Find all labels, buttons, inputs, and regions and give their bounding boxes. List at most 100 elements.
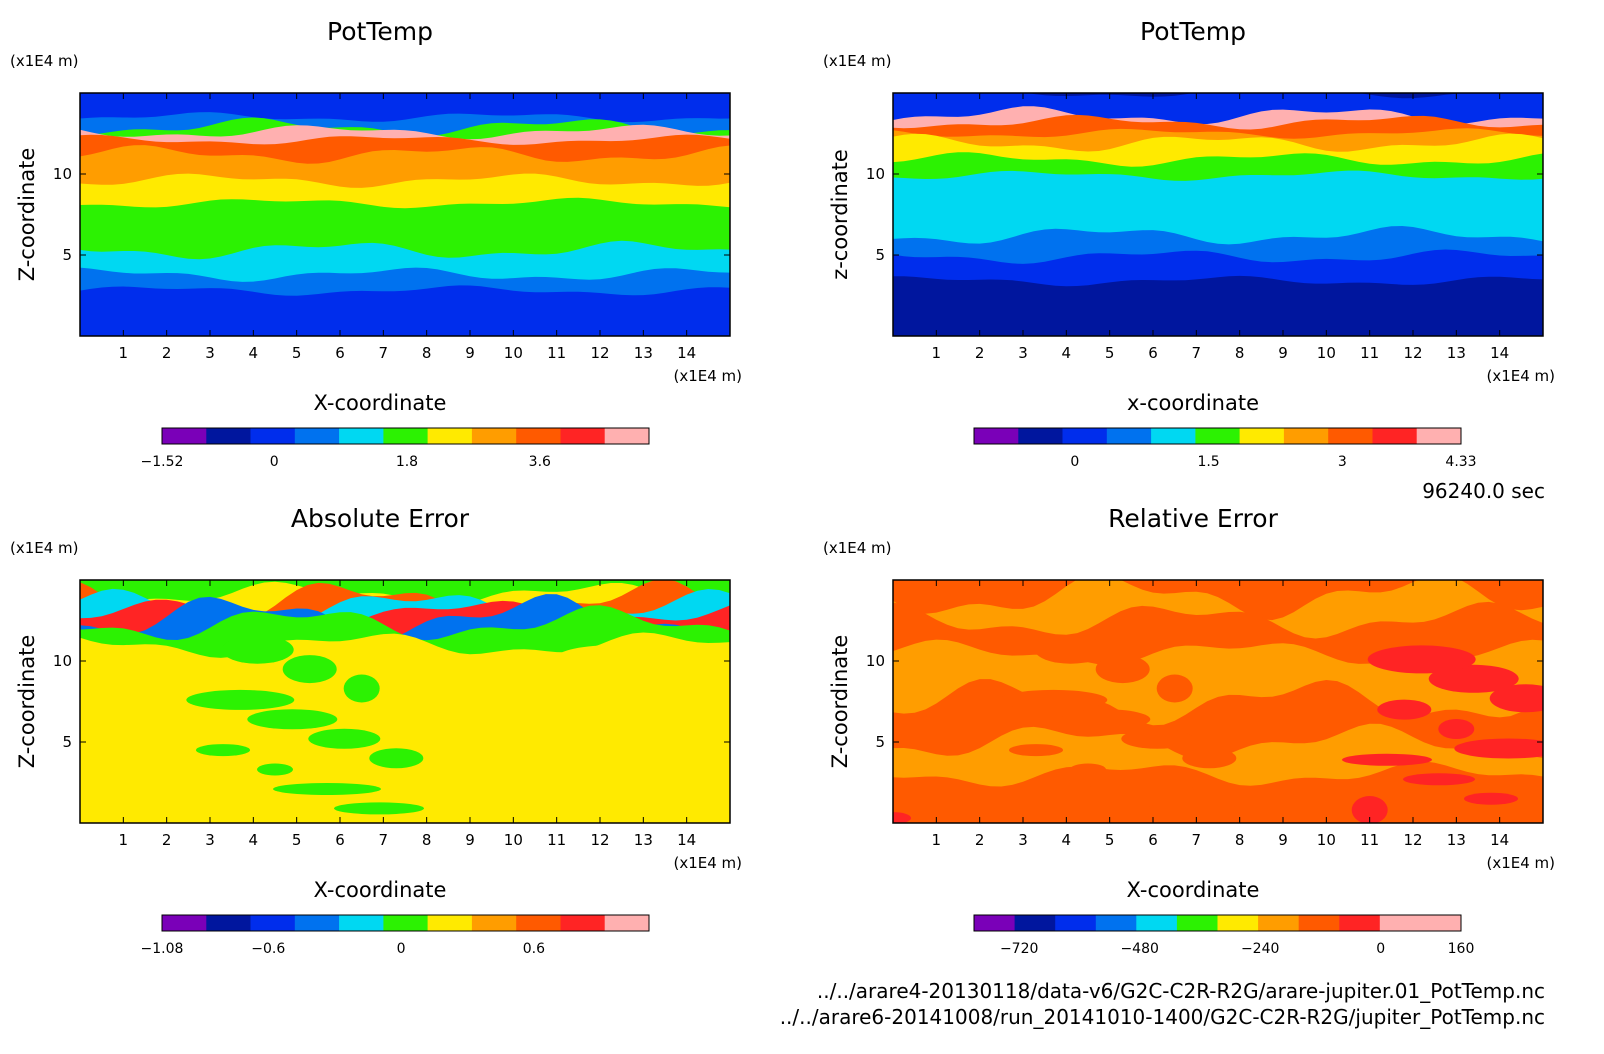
contour-patch — [1009, 744, 1063, 757]
colorbar-swatch — [1095, 915, 1137, 931]
contour-patch — [1070, 763, 1106, 776]
chart-title: PotTemp — [327, 17, 433, 46]
colorbar-swatch — [383, 915, 429, 931]
contour-patch — [1464, 792, 1518, 805]
x-tick-label: 3 — [205, 831, 215, 849]
contour-patch — [282, 655, 337, 684]
contour-field — [80, 93, 730, 336]
y-tick-label: 5 — [62, 246, 72, 264]
contour-patch — [1156, 674, 1193, 703]
contour-patch — [1086, 783, 1194, 795]
contour-patch — [1428, 664, 1519, 693]
colorbar-swatch — [162, 428, 207, 444]
colorbar-tick-label: −0.6 — [251, 941, 285, 957]
x-tick-label: 2 — [162, 344, 172, 362]
colorbar-swatch — [471, 428, 517, 444]
colorbar-swatch — [604, 915, 650, 931]
x-tick-label: 6 — [335, 831, 345, 849]
contour-patch — [641, 738, 730, 759]
x-tick-label: 12 — [590, 344, 609, 362]
colorbar-tick-label: 0.6 — [523, 941, 545, 957]
colorbar-swatch — [1339, 915, 1381, 931]
contour-patch — [615, 664, 706, 693]
contour-patch — [625, 719, 662, 739]
contour-patch — [676, 684, 730, 713]
contour-patch — [1377, 699, 1432, 720]
colorbar-tick-label: −720 — [1000, 941, 1038, 957]
contour-patch — [1182, 748, 1237, 769]
plot-frame — [79, 92, 731, 337]
x-tick-label: 9 — [1278, 344, 1288, 362]
x-tick-label: 6 — [1148, 831, 1158, 849]
x-tick-label: 13 — [1447, 344, 1466, 362]
x-axis-label: X-coordinate — [314, 878, 447, 902]
x-tick-label: 1 — [932, 344, 942, 362]
x-axis-label: X-coordinate — [314, 391, 447, 415]
colorbar-swatch — [294, 428, 340, 444]
file-path-2: ../../arare6-20141008/run_20141010-1400/… — [780, 1005, 1545, 1029]
y-tick-label: 10 — [866, 652, 885, 670]
x-tick-label: 7 — [379, 831, 389, 849]
colorbar-swatch — [1416, 428, 1462, 444]
colorbar-swatch — [1195, 428, 1241, 444]
contour-patch — [554, 645, 663, 674]
colorbar-swatch — [1136, 915, 1178, 931]
y-unit-label: (x1E4 m) — [823, 52, 892, 70]
colorbar-swatch — [1014, 915, 1056, 931]
contour-patch — [999, 689, 1108, 710]
x-unit-label: (x1E4 m) — [673, 854, 742, 872]
colorbar-swatch — [162, 915, 207, 931]
colorbar-tick-label: 0 — [1376, 941, 1385, 957]
colorbar-swatch — [1217, 915, 1259, 931]
y-axis-label: Z-coordinate — [828, 635, 852, 769]
x-tick-label: 4 — [1062, 344, 1072, 362]
y-tick-label: 10 — [53, 165, 72, 183]
contour-patch — [1454, 738, 1543, 759]
colorbar-tick-label: 3 — [1338, 454, 1347, 470]
contour-field — [893, 580, 1543, 823]
x-tick-label: 8 — [422, 831, 432, 849]
contour-patch — [564, 699, 619, 720]
x-tick-label: 9 — [465, 831, 475, 849]
x-tick-label: 3 — [1018, 831, 1028, 849]
colorbar-swatch — [339, 428, 384, 444]
x-tick-label: 6 — [335, 344, 345, 362]
x-unit-label: (x1E4 m) — [673, 367, 742, 385]
x-tick-label: 14 — [1490, 344, 1509, 362]
plot-frame — [79, 579, 731, 824]
colorbar-swatch — [1298, 915, 1340, 931]
y-unit-label: (x1E4 m) — [10, 52, 79, 70]
x-tick-label: 11 — [547, 344, 566, 362]
colorbar-frame — [161, 914, 650, 932]
colorbar-frame — [973, 427, 1462, 445]
x-tick-label: 2 — [975, 831, 985, 849]
x-tick-label: 1 — [119, 831, 129, 849]
x-tick-label: 2 — [162, 831, 172, 849]
contour-patch — [273, 783, 381, 795]
contour-patch — [538, 796, 575, 823]
colorbar-swatch — [427, 428, 473, 444]
contour-field — [893, 93, 1543, 336]
x-tick-label: 5 — [1105, 344, 1115, 362]
colorbar-tick-label: 0 — [1070, 454, 1079, 470]
contour-patch — [1438, 719, 1475, 739]
x-tick-label: 7 — [379, 344, 389, 362]
contour-patch — [1351, 796, 1388, 823]
colorbar-swatch — [1372, 428, 1418, 444]
colorbar-swatch — [1055, 915, 1097, 931]
contour-patch — [221, 635, 294, 664]
y-unit-label: (x1E4 m) — [823, 539, 892, 557]
contour-patch — [1367, 645, 1476, 674]
colorbar-tick-label: 160 — [1448, 941, 1475, 957]
colorbar-swatch — [383, 428, 429, 444]
x-tick-label: 5 — [292, 344, 302, 362]
plot-frame — [892, 92, 1544, 337]
colorbar-tick-label: −480 — [1120, 941, 1158, 957]
contour-field — [80, 580, 730, 823]
x-tick-label: 12 — [1403, 344, 1422, 362]
colorbar-swatch — [206, 915, 252, 931]
colorbar-swatch — [250, 915, 296, 931]
y-tick-label: 5 — [62, 733, 72, 751]
